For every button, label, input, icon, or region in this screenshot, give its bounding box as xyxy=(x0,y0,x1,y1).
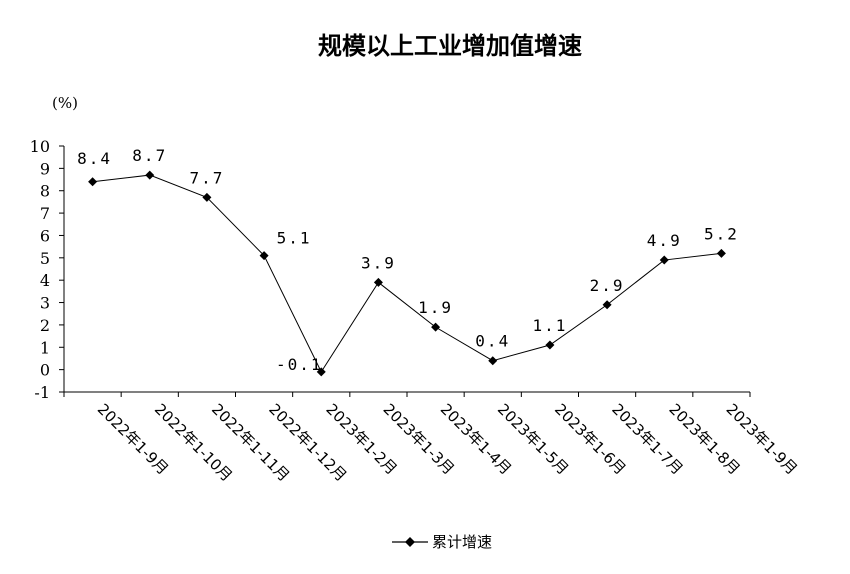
y-tick-label: 6 xyxy=(40,226,50,245)
data-labels: 8.4 8.7 7.7 5.1 -0.1 3.9 1.9 0.4 1.1 2.9 4.9 5.2 xyxy=(77,146,739,374)
y-tick-label: 5 xyxy=(40,249,50,268)
data-label: 4.9 xyxy=(647,231,682,250)
y-tick-label: 9 xyxy=(40,159,50,178)
legend-label: 累计增速 xyxy=(432,533,493,551)
data-label: -0.1 xyxy=(276,355,323,374)
y-tick-label: 0 xyxy=(40,361,50,380)
y-tick-label: 7 xyxy=(40,204,50,223)
y-unit-label: (%) xyxy=(52,94,78,112)
series-line xyxy=(92,174,722,373)
data-label: 7.7 xyxy=(189,168,224,187)
data-label: 5.2 xyxy=(704,224,739,243)
data-point-marker xyxy=(373,277,383,287)
series-line-path xyxy=(92,174,722,373)
y-tick-label: 1 xyxy=(40,338,50,357)
data-point-marker xyxy=(202,192,212,202)
y-tick-label: -1 xyxy=(34,383,50,402)
data-label: 3.9 xyxy=(361,253,396,272)
legend: 累计增速 xyxy=(392,531,492,552)
data-point-marker xyxy=(145,170,155,180)
axes xyxy=(63,146,750,393)
x-ticks: 2022年1-9月2022年1-10月2022年1-11月2022年1-12月2… xyxy=(63,392,801,485)
data-label: 0.4 xyxy=(475,332,510,351)
data-point-marker xyxy=(659,255,669,265)
y-tick-label: 10 xyxy=(30,137,50,156)
data-label: 8.7 xyxy=(132,146,167,165)
data-point-marker xyxy=(545,340,555,350)
data-label: 1.9 xyxy=(418,298,453,317)
y-tick-label: 3 xyxy=(40,294,50,313)
data-label: 8.4 xyxy=(77,149,112,168)
data-label: 2.9 xyxy=(590,276,625,295)
legend-line-icon xyxy=(392,536,428,547)
data-label: 5.1 xyxy=(277,229,312,248)
data-label: 1.1 xyxy=(532,316,567,335)
data-point-marker xyxy=(602,300,612,310)
y-tick-label: 8 xyxy=(40,182,50,201)
y-tick-label: 2 xyxy=(40,316,50,335)
data-point-marker xyxy=(88,177,98,187)
chart-title: 规模以上工业增加值增速 xyxy=(318,32,582,60)
data-point-marker xyxy=(488,356,498,366)
data-point-marker xyxy=(259,251,269,261)
data-point-marker xyxy=(431,322,441,332)
y-tick-label: 4 xyxy=(40,271,50,290)
series-markers xyxy=(88,170,726,377)
data-point-marker xyxy=(316,367,326,377)
data-point-marker xyxy=(716,248,726,258)
y-ticks: -1 0 1 2 3 4 5 6 7 8 9 10 xyxy=(30,137,64,402)
